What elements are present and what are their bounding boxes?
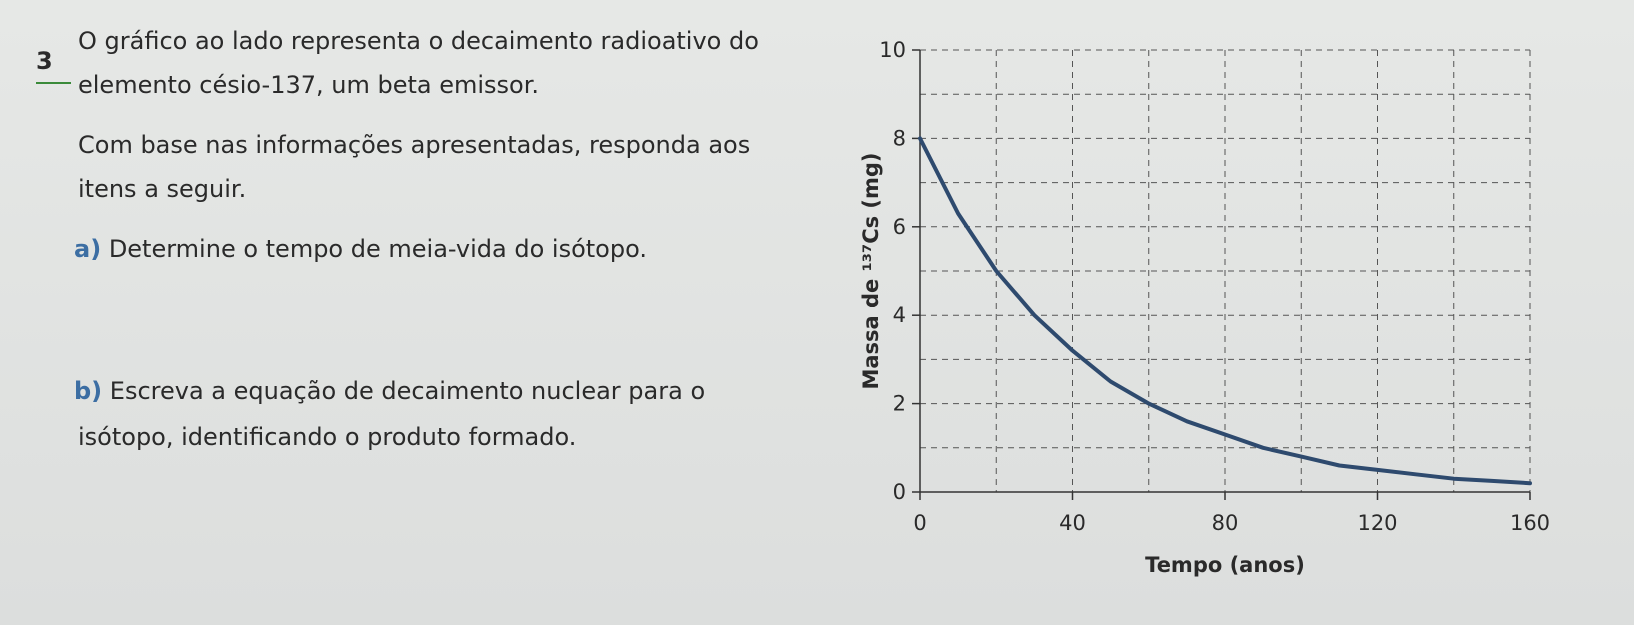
decay-chart: 0 2 4 6 8 10 0 40 80 120 160 Tempo (anos) Massa d… xyxy=(859,30,1620,614)
y-tick-label: 2 xyxy=(893,392,906,416)
x-tick-labels: 0 40 80 120 160 xyxy=(913,492,1550,535)
y-tick-label: 10 xyxy=(879,38,906,62)
y-tick-label: 0 xyxy=(893,480,906,504)
question-number: 3 xyxy=(36,40,71,84)
x-tick-label: 160 xyxy=(1510,511,1550,535)
y-tick-label: 6 xyxy=(893,215,906,239)
y-tick-label: 8 xyxy=(893,126,906,150)
item-b: b) Escreva a equação de decaimento nucle… xyxy=(74,370,705,412)
y-tick-label: 4 xyxy=(893,303,906,327)
item-b-text-line2: isótopo, identificando o produto formado… xyxy=(78,423,577,451)
item-b-letter: b) xyxy=(74,377,103,405)
x-tick-label: 0 xyxy=(913,511,926,535)
x-axis-title: Tempo (anos) xyxy=(1145,553,1305,577)
decay-chart-svg: 0 2 4 6 8 10 0 40 80 120 160 Tempo (anos) Massa d… xyxy=(859,38,1550,577)
item-a-text: Determine o tempo de meia-vida do isótop… xyxy=(108,235,647,263)
question-text-line1: O gráfico ao lado representa o decaiment… xyxy=(78,27,759,55)
chart-grid xyxy=(920,49,1531,492)
decay-curve xyxy=(918,136,1532,486)
x-tick-label: 80 xyxy=(1212,511,1239,535)
question-text-line3: Com base nas informações apresentadas, r… xyxy=(78,131,751,159)
question-text-line4: itens a seguir. xyxy=(78,175,247,203)
question-text-line2: elemento césio-137, um beta emissor. xyxy=(78,71,540,99)
y-axis-title: Massa de ¹³⁷Cs (mg) xyxy=(860,152,883,389)
item-a: a) Determine o tempo de meia-vida do isó… xyxy=(74,228,647,270)
item-a-letter: a) xyxy=(74,235,102,263)
x-tick-label: 120 xyxy=(1357,511,1397,535)
y-tick-labels: 0 2 4 6 8 10 xyxy=(879,38,920,504)
x-tick-label: 40 xyxy=(1059,511,1086,535)
item-b-text-line1: Escreva a equação de decaimento nuclear … xyxy=(109,377,706,405)
